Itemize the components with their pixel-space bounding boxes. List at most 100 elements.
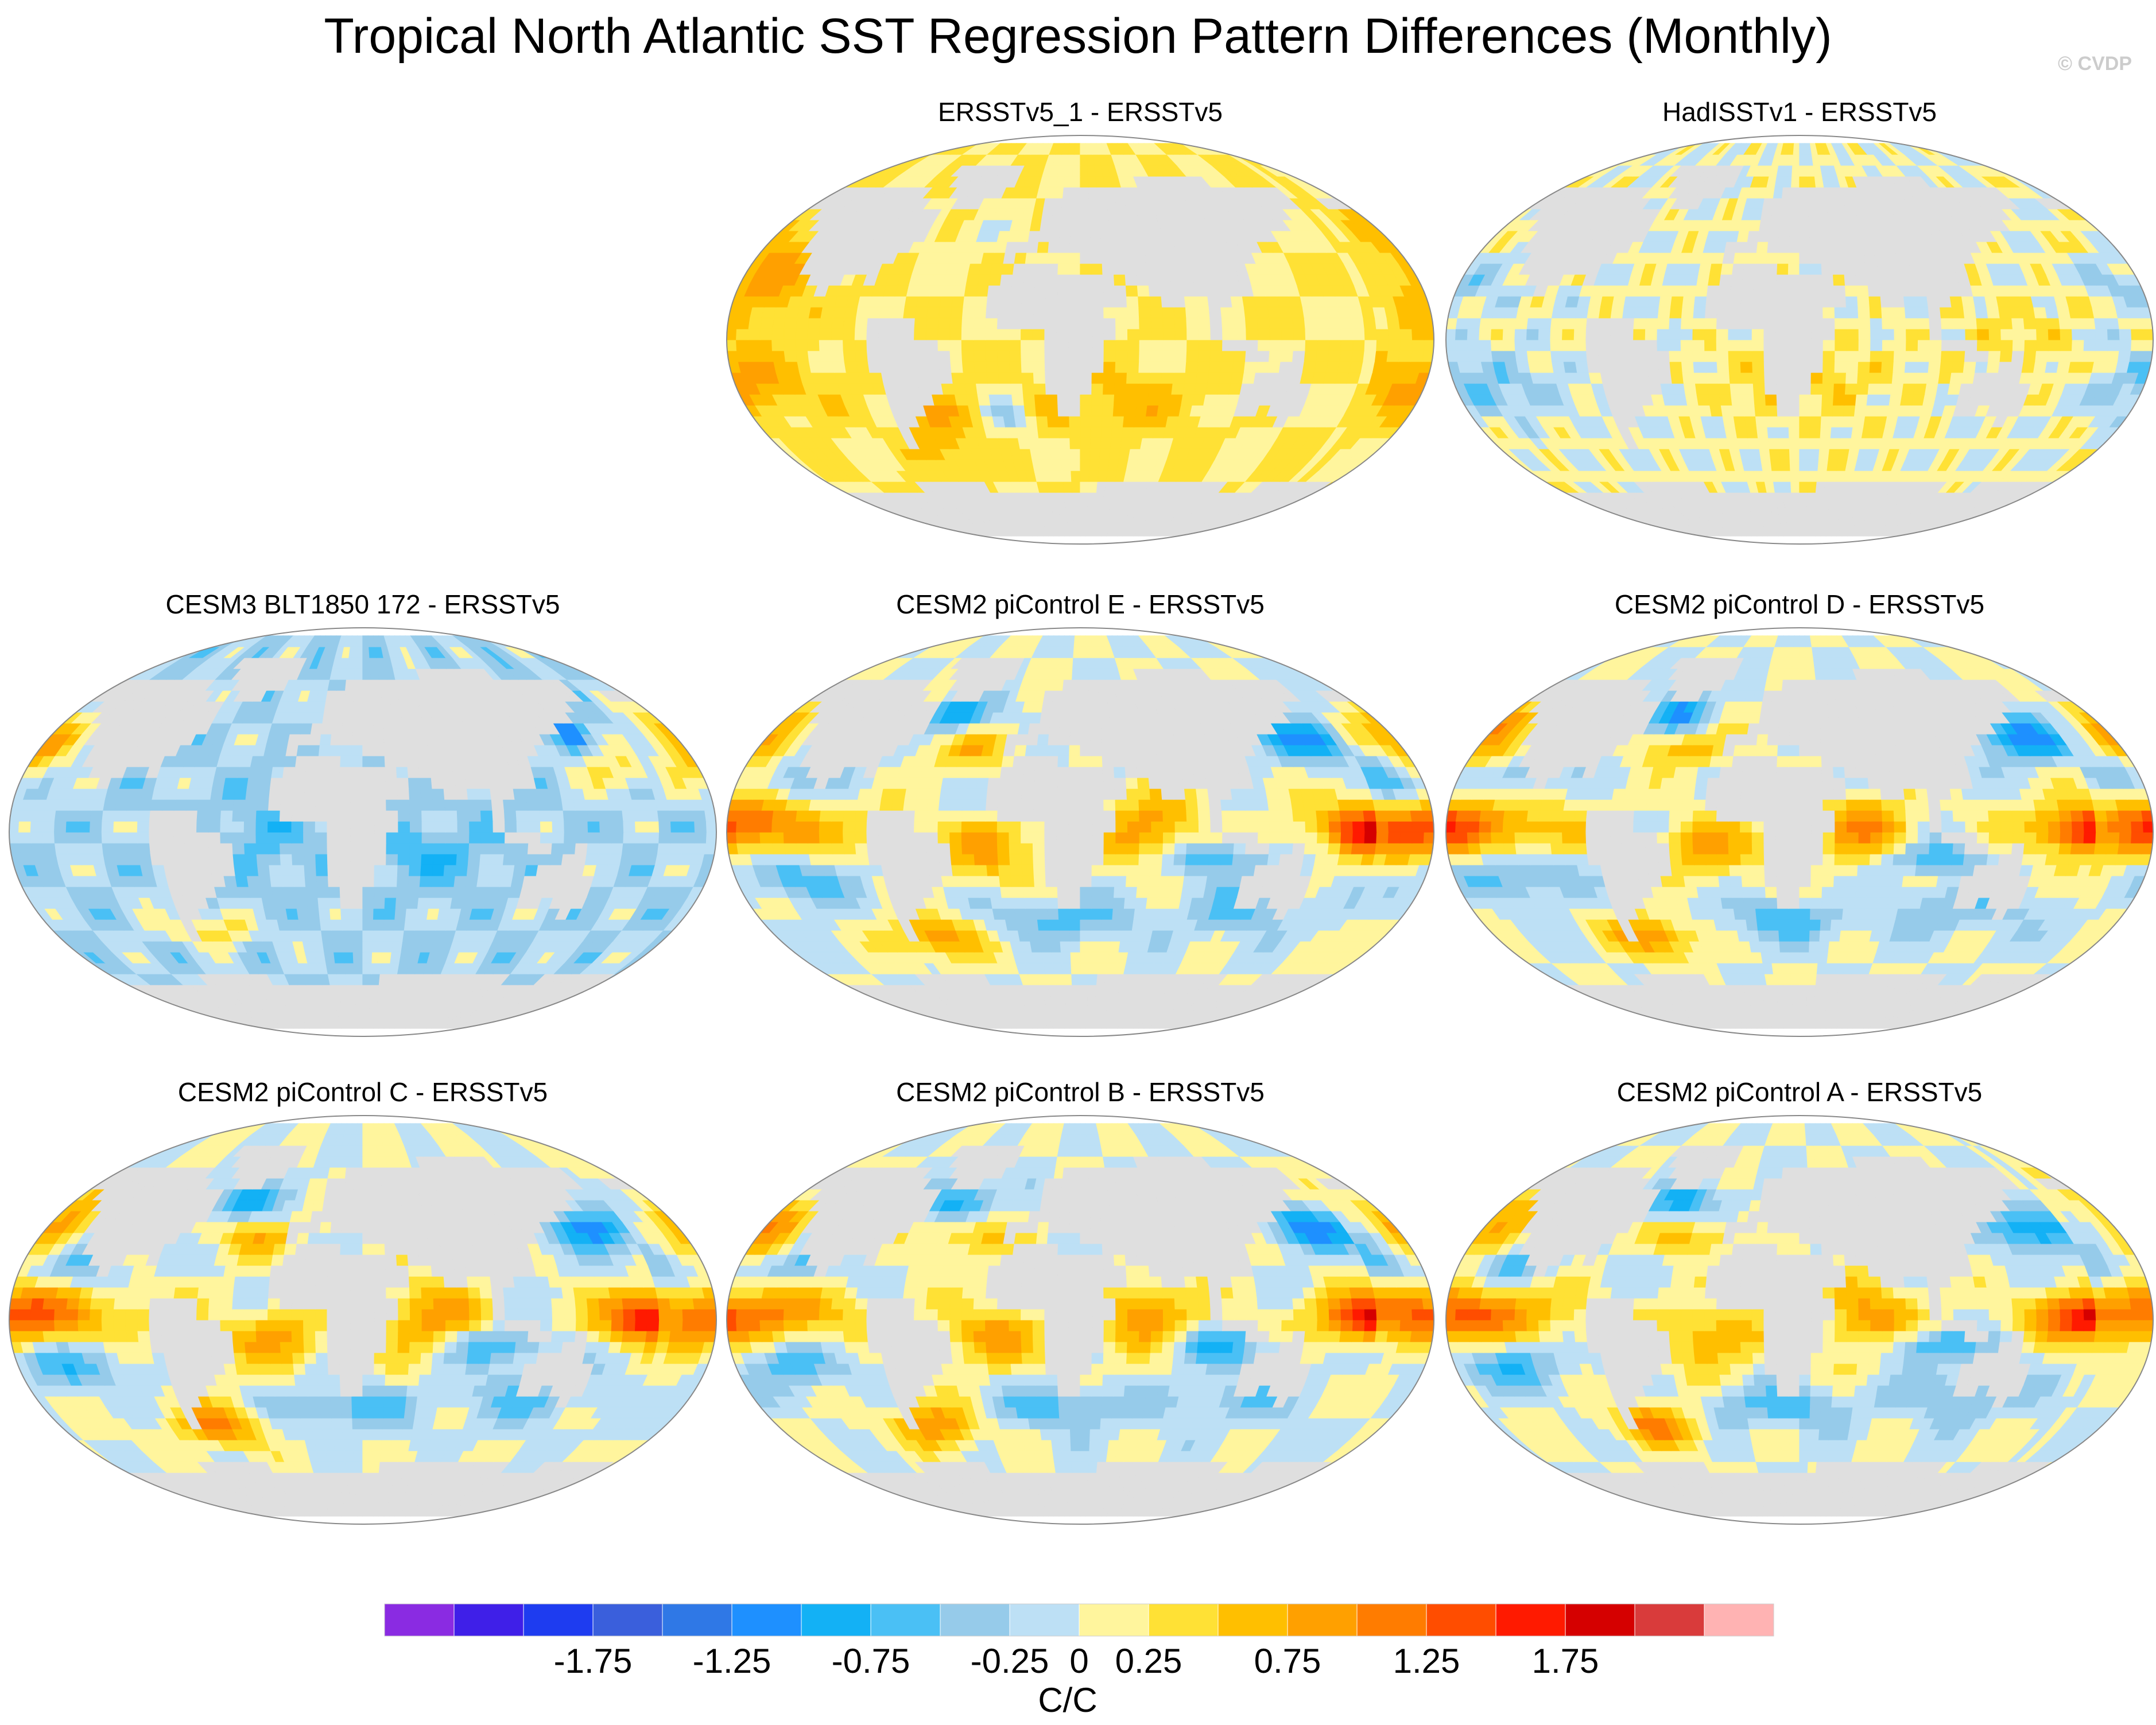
- sst-cell: [1538, 350, 1553, 362]
- land-cell: [1853, 263, 1867, 275]
- land-cell: [1775, 361, 1789, 373]
- sst-cell: [1988, 317, 2002, 329]
- sst-cell: [1822, 383, 1835, 395]
- sst-cell: [1455, 350, 1470, 362]
- land-cell: [878, 317, 892, 329]
- land-cell: [890, 317, 904, 329]
- sst-cell: [1716, 339, 1729, 351]
- sst-cell: [1210, 339, 1223, 351]
- land-cell: [1133, 252, 1147, 264]
- sst-cell: [1171, 383, 1185, 395]
- sst-cell: [1058, 252, 1070, 264]
- land-cell: [1069, 241, 1081, 253]
- land-cell: [1058, 241, 1071, 253]
- land-cell: [1840, 241, 1853, 253]
- land-cell: [1056, 339, 1069, 351]
- sst-cell: [1281, 328, 1294, 340]
- sst-cell: [1103, 350, 1116, 362]
- sst-cell: [977, 394, 991, 406]
- land-cell: [362, 1006, 370, 1018]
- land-cell: [1021, 306, 1034, 318]
- land-cell: [1787, 372, 1800, 384]
- sst-cell: [987, 383, 1001, 395]
- sst-cell: [381, 941, 394, 953]
- land-cell: [937, 350, 951, 362]
- sst-cell: [1740, 372, 1754, 384]
- sst-cell: [1080, 394, 1092, 406]
- land-cell: [1757, 230, 1770, 242]
- sst-cell: [1317, 328, 1330, 340]
- sst-cell: [856, 306, 870, 318]
- land-cell: [1614, 525, 1645, 537]
- sst-cell: [1822, 350, 1836, 362]
- land-cell: [1034, 274, 1048, 286]
- sst-cell: [1819, 437, 1831, 449]
- sst-cell: [999, 383, 1013, 395]
- land-cell: [1657, 361, 1672, 373]
- sst-cell: [1788, 426, 1800, 438]
- sst-cell: [973, 339, 986, 351]
- land-cell: [1889, 274, 1903, 286]
- sst-cell: [1110, 437, 1123, 449]
- land-cell: [1722, 252, 1736, 264]
- sst-cell: [1986, 306, 2000, 318]
- sst-cell: [1647, 296, 1661, 308]
- land-cell: [1785, 514, 1794, 526]
- sst-cell: [1634, 306, 1648, 318]
- land-cell: [890, 339, 903, 351]
- land-cell: [1585, 350, 1600, 362]
- sst-cell: [747, 339, 761, 351]
- sst-cell: [1091, 415, 1103, 428]
- land-cell: [1929, 328, 1942, 340]
- land-cell: [1799, 317, 1812, 329]
- land-cell: [1056, 306, 1069, 318]
- sst-cell: [1023, 405, 1037, 417]
- sst-cell: [1491, 317, 1506, 329]
- sst-cell: [1257, 328, 1271, 340]
- sst-cell: [1091, 263, 1103, 275]
- sst-cell: [939, 296, 953, 308]
- sst-cell: [1244, 317, 1259, 329]
- sst-cell: [1891, 372, 1906, 384]
- sst-cell: [2000, 328, 2014, 340]
- sst-cell: [1793, 143, 1800, 155]
- land-cell: [356, 1017, 363, 1029]
- sst-cell: [784, 317, 798, 329]
- land-cell: [1790, 187, 1800, 199]
- land-cell: [1776, 274, 1789, 286]
- sst-cell: [1917, 317, 1930, 329]
- sst-cell: [856, 361, 870, 373]
- land-cell: [1732, 263, 1746, 275]
- sst-cell: [783, 328, 797, 340]
- sst-cell: [1917, 328, 1930, 340]
- land-cell: [1080, 230, 1091, 242]
- sst-cell: [808, 306, 824, 318]
- sst-cell: [1799, 415, 1811, 428]
- sst-cell: [1269, 317, 1282, 329]
- sst-cell: [1645, 317, 1659, 329]
- sst-cell: [1491, 350, 1506, 362]
- sst-cell: [1479, 317, 1494, 329]
- sst-cell: [296, 908, 310, 920]
- land-cell: [1621, 350, 1635, 362]
- land-cell: [1027, 230, 1041, 242]
- sst-cell: [1693, 296, 1708, 308]
- sst-cell: [1455, 317, 1470, 329]
- sst-cell: [1718, 383, 1732, 395]
- land-cell: [1026, 241, 1040, 253]
- land-cell: [1091, 274, 1104, 286]
- land-cell: [1089, 230, 1102, 242]
- sst-cell: [1162, 339, 1176, 351]
- sst-cell: [1126, 361, 1140, 373]
- sst-cell: [952, 285, 967, 297]
- sst-cell: [1137, 383, 1150, 395]
- sst-cell: [1744, 415, 1758, 428]
- sst-cell: [1914, 296, 1929, 308]
- sst-cell: [1882, 350, 1895, 362]
- land-cell: [1807, 187, 1818, 199]
- sst-cell: [1021, 372, 1034, 384]
- sst-cell: [990, 263, 1004, 275]
- sst-cell: [961, 317, 975, 329]
- sst-cell: [1916, 306, 1930, 318]
- sst-cell: [1728, 339, 1741, 351]
